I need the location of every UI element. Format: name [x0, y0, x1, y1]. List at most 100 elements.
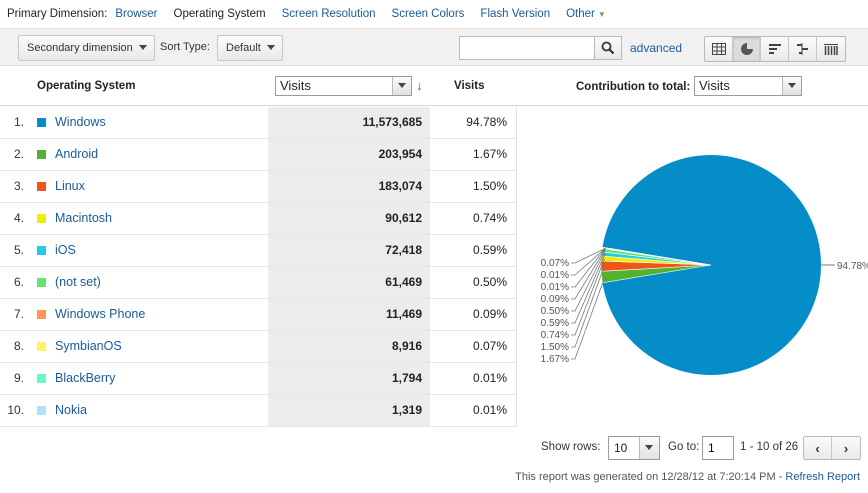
metric-select-value: Visits: [280, 78, 311, 93]
goto-label: Go to:: [668, 441, 700, 453]
comparison-view-icon: [796, 43, 808, 55]
next-page-button[interactable]: ›: [832, 437, 860, 459]
pagination-bar: Show rows: 10 Go to: 1 - 10 of 26 ‹ ›: [0, 428, 868, 464]
table-row: 5. iOS 72,418 0.59%: [0, 235, 516, 267]
row-dimension-link[interactable]: Android: [55, 147, 99, 161]
table-row: 9. BlackBerry 1,794 0.01%: [0, 363, 516, 395]
row-index: 5.: [13, 243, 24, 257]
row-percent: 0.09%: [472, 307, 507, 321]
row-dimension-link[interactable]: Linux: [55, 179, 85, 193]
metric-select[interactable]: Visits: [275, 76, 412, 96]
row-index: 9.: [13, 371, 24, 385]
dimension-option-screen-colors[interactable]: Screen Colors: [391, 8, 465, 20]
pie-label-connector: [571, 250, 606, 312]
row-index: 6.: [13, 275, 24, 289]
row-index: 8.: [13, 339, 24, 353]
dimension-option-other-label: Other: [566, 8, 595, 20]
dimension-option-operating-system[interactable]: Operating System: [173, 8, 266, 20]
performance-view-button[interactable]: [761, 37, 789, 61]
row-dimension-link[interactable]: iOS: [55, 243, 76, 257]
row-index: 1.: [13, 115, 24, 129]
row-visits: 183,074: [268, 171, 430, 202]
table-header: Operating System Visits ↓ Visits Contrib…: [0, 66, 868, 106]
pie-view-button[interactable]: [733, 37, 761, 61]
prev-page-button[interactable]: ‹: [804, 437, 832, 459]
pie-label: 0.09%: [541, 294, 569, 305]
visits-column-header: Visits: [454, 80, 485, 92]
table-row: 4. Macintosh 90,612 0.74%: [0, 203, 516, 235]
pie-label: 0.01%: [541, 282, 569, 293]
primary-dimension-label: Primary Dimension:: [7, 8, 108, 20]
series-color-swatch: [37, 214, 46, 223]
series-color-swatch: [37, 310, 46, 319]
pie-slice-nokia[interactable]: [602, 246, 712, 266]
row-dimension-link[interactable]: SymbianOS: [55, 339, 122, 353]
table-row: 6. (not set) 61,469 0.50%: [0, 267, 516, 299]
table-row: 2. Android 203,954 1.67%: [0, 139, 516, 171]
chevron-down-icon: [392, 77, 411, 95]
row-dimension-link[interactable]: Macintosh: [55, 211, 112, 225]
contribution-select[interactable]: Visits: [694, 76, 802, 96]
chevron-right-icon: ›: [843, 440, 849, 456]
sort-down-arrow-icon[interactable]: ↓: [416, 78, 423, 93]
pivot-view-button[interactable]: [817, 37, 845, 61]
series-color-swatch: [37, 406, 46, 415]
chevron-down-icon: ▼: [597, 10, 606, 19]
chevron-down-icon: [139, 45, 147, 50]
comparison-view-button[interactable]: [789, 37, 817, 61]
primary-dimension-bar: Primary Dimension: Browser Operating Sys…: [0, 0, 868, 28]
row-percent: 1.50%: [472, 179, 507, 193]
pie-label-connector: [571, 247, 606, 276]
show-rows-select[interactable]: 10: [608, 436, 660, 460]
row-percent: 0.59%: [472, 243, 507, 257]
contribution-select-value: Visits: [699, 78, 730, 93]
secondary-dimension-label: Secondary dimension: [27, 42, 133, 54]
pager-nav: ‹ ›: [803, 436, 861, 460]
advanced-search-link[interactable]: advanced: [630, 41, 683, 55]
dimension-option-browser[interactable]: Browser: [115, 8, 158, 20]
series-color-swatch: [37, 118, 46, 127]
dimension-option-flash-version[interactable]: Flash Version: [480, 8, 551, 20]
secondary-dimension-button[interactable]: Secondary dimension: [18, 35, 155, 61]
pie-label-connector: [571, 247, 607, 288]
table-row: 1. Windows 11,573,685 94.78%: [0, 107, 516, 139]
chevron-down-icon: [782, 77, 801, 95]
row-dimension-link[interactable]: Nokia: [55, 403, 87, 417]
row-percent: 94.78%: [466, 115, 507, 129]
row-visits: 72,418: [268, 235, 430, 266]
row-visits: 1,319: [268, 395, 430, 426]
table-row: 3. Linux 183,074 1.50%: [0, 171, 516, 203]
search-button[interactable]: [594, 36, 622, 60]
row-dimension-link[interactable]: BlackBerry: [55, 371, 116, 385]
table-row: 10. Nokia 1,319 0.01%: [0, 395, 516, 427]
goto-input[interactable]: [702, 436, 734, 460]
sort-type-value: Default: [226, 42, 261, 54]
dimension-option-screen-resolution[interactable]: Screen Resolution: [281, 8, 376, 20]
pie-label: 94.78%: [837, 261, 868, 272]
performance-view-icon: [768, 44, 781, 54]
sort-type-button[interactable]: Default: [217, 35, 283, 61]
pie-label: 0.01%: [541, 270, 569, 281]
row-dimension-link[interactable]: Windows Phone: [55, 307, 146, 321]
report-toolbar: Secondary dimension Sort Type: Default a…: [0, 28, 868, 66]
pie-label: 1.67%: [541, 354, 569, 365]
page-range: 1 - 10 of 26: [740, 441, 799, 453]
search-input[interactable]: [459, 36, 595, 60]
series-color-swatch: [37, 182, 46, 191]
row-percent: 1.67%: [472, 147, 507, 161]
refresh-report-link[interactable]: Refresh Report: [785, 471, 860, 483]
row-dimension-link[interactable]: (not set): [55, 275, 101, 289]
row-percent: 0.01%: [472, 403, 507, 417]
chevron-down-icon: [267, 45, 275, 50]
pie-label-connector: [571, 247, 606, 264]
pie-label-connector: [571, 276, 606, 360]
dimension-option-other[interactable]: Other ▼: [566, 8, 606, 20]
row-percent: 0.74%: [472, 211, 507, 225]
row-dimension-link[interactable]: Windows: [55, 115, 106, 129]
pie-slice-windows[interactable]: [602, 155, 821, 375]
table-view-button[interactable]: [705, 37, 733, 61]
sort-type-label: Sort Type:: [160, 41, 210, 53]
row-visits: 1,794: [268, 363, 430, 394]
row-index: 2.: [13, 147, 24, 161]
pivot-view-icon: [824, 44, 838, 55]
